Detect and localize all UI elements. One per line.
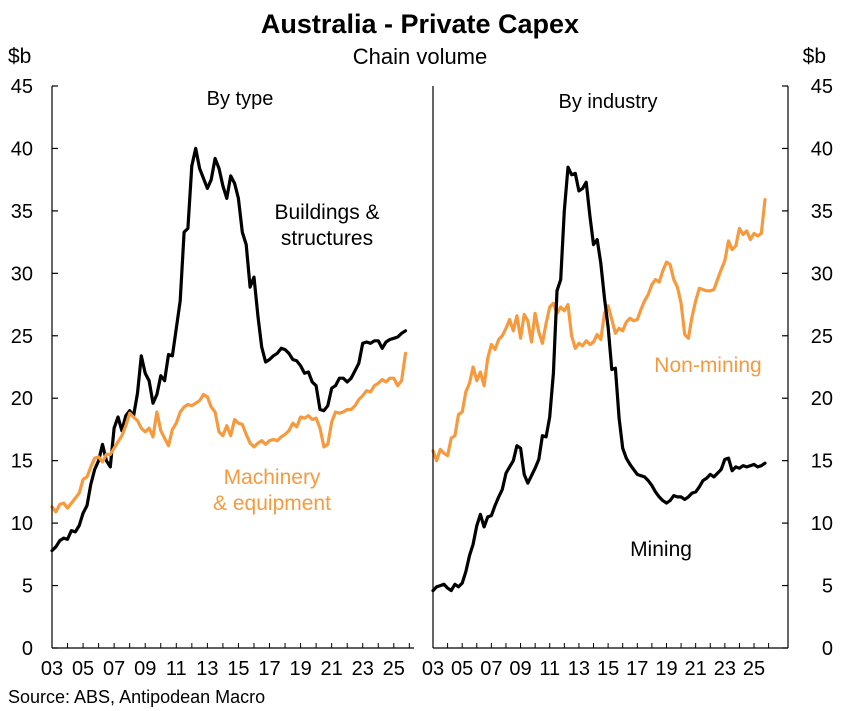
x-tick-label: 09: [134, 658, 156, 680]
x-tick-label: 05: [451, 658, 473, 680]
y-tick-label: 20: [11, 388, 33, 410]
series-line-non-mining: [431, 198, 767, 463]
series-label-machinery-and-equipment: Machinery & equipment: [213, 466, 331, 515]
x-tick-label: 23: [352, 658, 374, 680]
series-line-buildings-and-structures: [50, 146, 408, 553]
y-tick-label: 30: [11, 263, 33, 285]
y-tick-label: 0: [22, 638, 33, 660]
series-line-mining: [431, 165, 767, 593]
x-tick-label: 13: [196, 658, 218, 680]
x-tick-label: 19: [655, 658, 677, 680]
y-tick-label: 40: [811, 138, 833, 160]
right-series-labels: Non-mining Mining: [630, 354, 762, 561]
left-unit-label: $b: [8, 45, 31, 68]
right-y-ticks: 0 5 10 15 20 25 30 35 40 45: [782, 76, 833, 660]
series-group-by-industry: [431, 165, 767, 593]
x-tick-label: 17: [258, 658, 280, 680]
y-tick-label: 35: [811, 201, 833, 223]
y-tick-label: 15: [811, 451, 833, 473]
x-tick-label: 25: [743, 658, 765, 680]
y-tick-label: 25: [811, 326, 833, 348]
left-series-labels: Buildings & structures Machinery & equipmen…: [213, 201, 379, 515]
right-x-ticks: 03 05 07 09 11 13 15 17 19 21 23 25: [422, 643, 770, 680]
y-tick-label: 45: [811, 76, 833, 98]
y-tick-label: 40: [11, 138, 33, 160]
series-label-line: Machinery: [224, 466, 321, 489]
series-label-buildings-and-structures: Buildings & structures: [274, 201, 379, 250]
right-unit-label: $b: [803, 45, 826, 68]
left-x-ticks: 03 05 07 09 11 13 15 17 19 21 23 25: [41, 643, 410, 680]
y-tick-label: 15: [11, 451, 33, 473]
series-line-machinery-and-equipment: [50, 351, 408, 514]
x-tick-label: 09: [509, 658, 531, 680]
y-tick-label: 35: [11, 201, 33, 223]
x-tick-label: 03: [422, 658, 444, 680]
x-tick-label: 23: [714, 658, 736, 680]
y-tick-label: 45: [11, 76, 33, 98]
x-tick-label: 05: [72, 658, 94, 680]
series-label-line: Non-mining: [654, 354, 761, 377]
x-tick-label: 25: [383, 658, 405, 680]
x-tick-label: 17: [626, 658, 648, 680]
x-tick-label: 03: [41, 658, 63, 680]
series-group-by-type: [50, 146, 408, 553]
series-label-line: Mining: [630, 538, 692, 561]
x-tick-label: 11: [166, 658, 187, 680]
x-tick-label: 21: [685, 658, 707, 680]
y-tick-label: 5: [822, 576, 833, 598]
y-tick-label: 0: [822, 638, 833, 660]
source-note: Source: ABS, Antipodean Macro: [8, 687, 265, 707]
y-tick-label: 20: [811, 388, 833, 410]
x-tick-label: 07: [480, 658, 502, 680]
y-tick-label: 25: [11, 326, 33, 348]
chart-title: Australia - Private Capex: [261, 9, 579, 39]
y-tick-label: 10: [11, 513, 33, 535]
x-tick-label: 15: [227, 658, 249, 680]
x-tick-label: 15: [597, 658, 619, 680]
x-tick-label: 19: [289, 658, 311, 680]
series-label-line: structures: [281, 227, 373, 250]
y-tick-label: 5: [22, 576, 33, 598]
series-label-line: & equipment: [213, 492, 331, 515]
x-tick-label: 13: [568, 658, 590, 680]
series-label-line: Buildings &: [274, 201, 379, 224]
x-tick-label: 21: [321, 658, 343, 680]
panel-label-by-type: By type: [207, 88, 274, 110]
y-tick-label: 30: [811, 263, 833, 285]
y-tick-label: 10: [811, 513, 833, 535]
x-tick-label: 11: [539, 658, 560, 680]
left-y-ticks: 0 5 10 15 20 25 30 35 40 45: [11, 76, 58, 660]
x-tick-label: 07: [103, 658, 125, 680]
series-label-non-mining: Non-mining: [654, 354, 761, 377]
chart-subtitle: Chain volume: [353, 44, 488, 69]
series-label-mining: Mining: [630, 538, 692, 561]
panel-label-by-industry: By industry: [559, 91, 658, 113]
